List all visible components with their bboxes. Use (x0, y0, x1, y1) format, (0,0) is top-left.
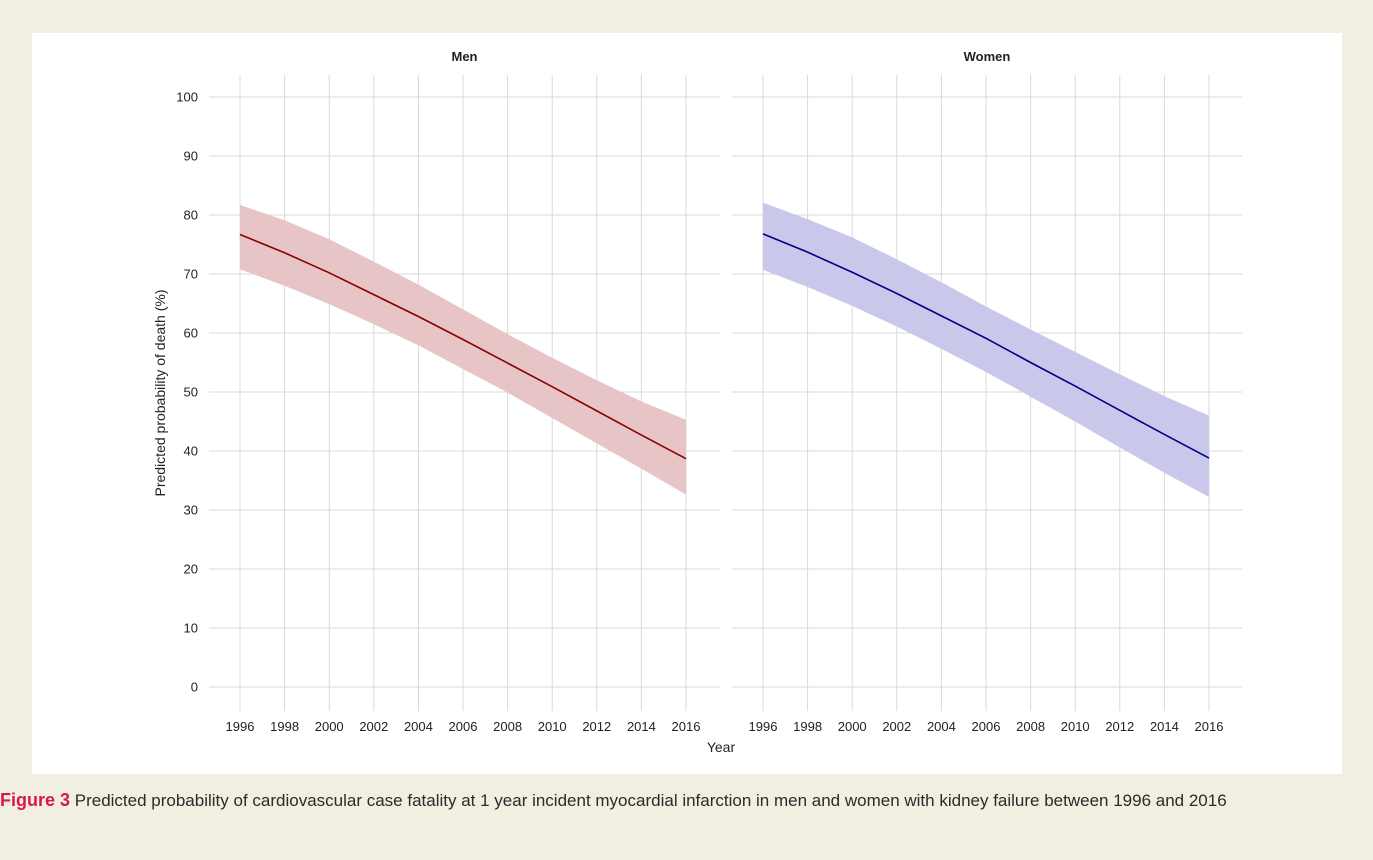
figure-panel: Men 1996 1998 2000 2002 2004 2006 2008 2010 2012 2… (32, 33, 1342, 774)
men-confidence-band (240, 204, 686, 495)
men-x-tick-label-2000: 2000 (315, 719, 344, 734)
women-x-tick-label-2004: 2004 (927, 719, 956, 734)
women-x-tick-label-1996: 1996 (749, 719, 778, 734)
women-x-tick-label-2006: 2006 (972, 719, 1001, 734)
women-x-tick-label-2014: 2014 (1150, 719, 1179, 734)
y-tick-label-100: 100 (176, 90, 198, 105)
caption-text: Predicted probability of cardiovascular … (70, 791, 1227, 810)
men-x-tick-label-2008: 2008 (493, 719, 522, 734)
y-tick-label-20: 20 (184, 562, 198, 577)
men-x-tick-label-2002: 2002 (359, 719, 388, 734)
y-tick-label-10: 10 (184, 621, 198, 636)
y-tick-label-0: 0 (191, 680, 198, 695)
men-estimate-line (239, 233, 687, 460)
men-x-tick-label-2012: 2012 (582, 719, 611, 734)
women-x-tick-label-1998: 1998 (793, 719, 822, 734)
women-panel-title: Women (964, 49, 1011, 64)
women-x-tick-label-2000: 2000 (838, 719, 867, 734)
women-confidence-band (763, 202, 1209, 498)
men-x-tick-label-1998: 1998 (270, 719, 299, 734)
figure-caption: Figure 3 Predicted probability of cardio… (0, 787, 1360, 814)
women-x-tick-label-2008: 2008 (1016, 719, 1045, 734)
men-x-tick-label-2004: 2004 (404, 719, 433, 734)
women-x-tick-label-2002: 2002 (882, 719, 911, 734)
caption-label: Figure 3 (0, 790, 71, 810)
y-tick-label-30: 30 (184, 503, 198, 518)
y-tick-label-90: 90 (184, 149, 198, 164)
men-x-tick-label-2006: 2006 (449, 719, 478, 734)
y-tick-label-50: 50 (184, 385, 198, 400)
men-x-tick-label-2016: 2016 (672, 719, 701, 734)
men-panel-title: Men (452, 49, 478, 64)
women-x-tick-label-2012: 2012 (1105, 719, 1134, 734)
y-tick-label-40: 40 (184, 444, 198, 459)
women-x-tick-label-2016: 2016 (1195, 719, 1224, 734)
women-x-tick-label-2010: 2010 (1061, 719, 1090, 734)
y-tick-label-60: 60 (184, 326, 198, 341)
y-tick-label-70: 70 (184, 267, 198, 282)
x-axis-title: Year (707, 739, 736, 755)
women-estimate-line (762, 233, 1210, 459)
men-x-tick-label-2010: 2010 (538, 719, 567, 734)
y-tick-label-80: 80 (184, 208, 198, 223)
y-axis-title: Predicted probability of death (%) (152, 290, 168, 497)
men-x-tick-label-1996: 1996 (226, 719, 255, 734)
men-x-tick-label-2014: 2014 (627, 719, 656, 734)
